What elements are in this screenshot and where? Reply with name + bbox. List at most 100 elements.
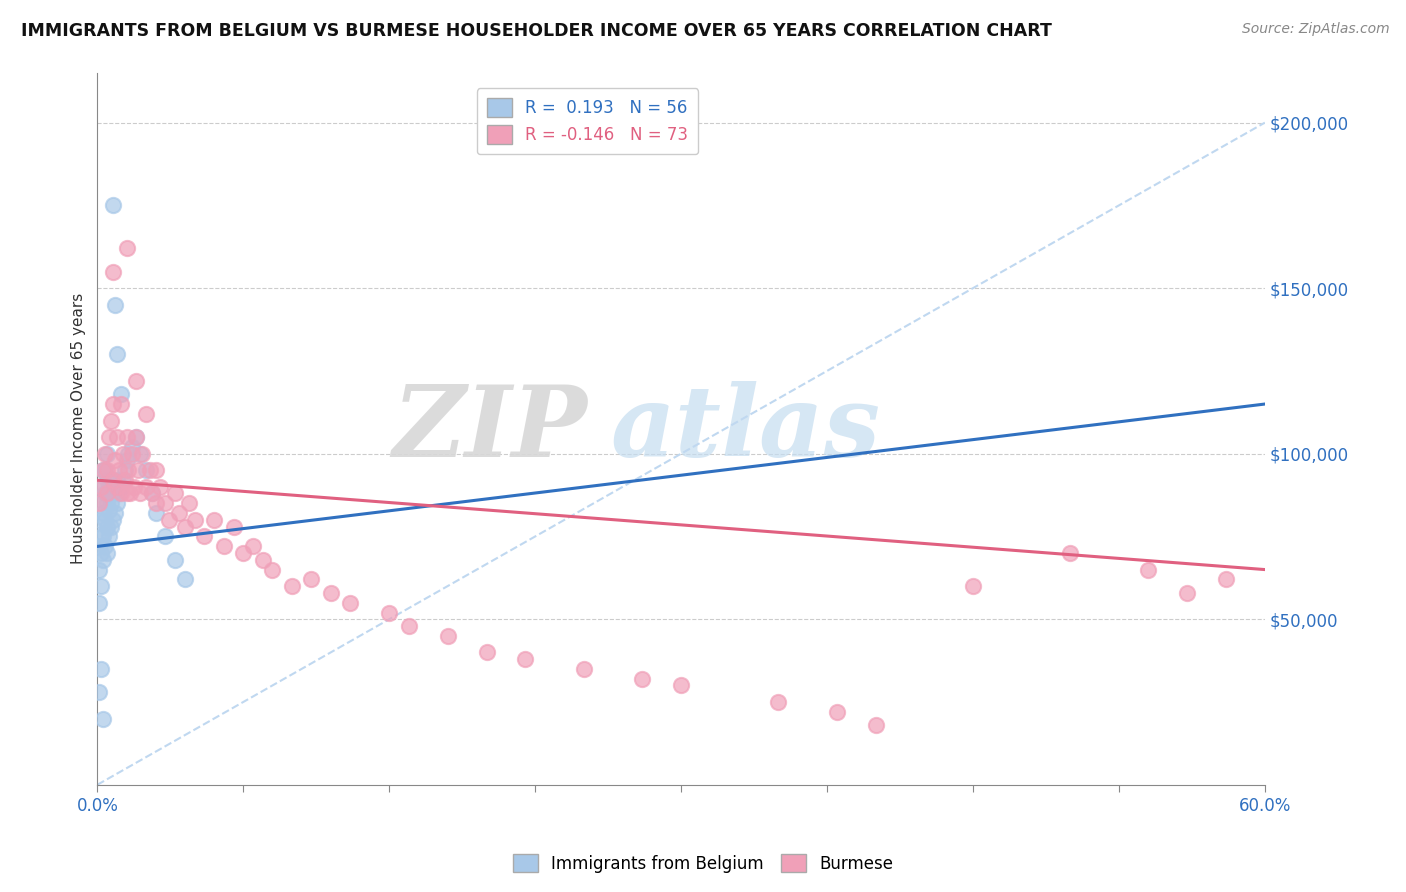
- Point: [378, 606, 401, 620]
- Point: [100, 414, 122, 428]
- Point: [94, 513, 117, 527]
- Point: [91, 506, 114, 520]
- Point: [90, 579, 112, 593]
- Point: [90, 480, 112, 494]
- Point: [104, 298, 127, 312]
- Point: [101, 486, 124, 500]
- Point: [110, 397, 132, 411]
- Point: [193, 529, 215, 543]
- Y-axis label: Householder Income Over 65 years: Householder Income Over 65 years: [72, 293, 86, 565]
- Point: [174, 519, 197, 533]
- Point: [155, 529, 177, 543]
- Point: [339, 596, 361, 610]
- Point: [107, 463, 129, 477]
- Legend: R =  0.193   N = 56, R = -0.146   N = 73: R = 0.193 N = 56, R = -0.146 N = 73: [477, 88, 699, 154]
- Point: [155, 496, 177, 510]
- Point: [127, 463, 149, 477]
- Point: [96, 496, 118, 510]
- Point: [768, 695, 790, 709]
- Point: [91, 529, 114, 543]
- Point: [515, 652, 537, 666]
- Point: [1137, 563, 1160, 577]
- Point: [436, 629, 458, 643]
- Point: [135, 463, 157, 477]
- Point: [90, 662, 112, 676]
- Point: [157, 513, 180, 527]
- Point: [100, 473, 122, 487]
- Point: [101, 198, 124, 212]
- Point: [91, 463, 114, 477]
- Legend: Immigrants from Belgium, Burmese: Immigrants from Belgium, Burmese: [506, 847, 900, 880]
- Text: IMMIGRANTS FROM BELGIUM VS BURMESE HOUSEHOLDER INCOME OVER 65 YEARS CORRELATION : IMMIGRANTS FROM BELGIUM VS BURMESE HOUSE…: [21, 22, 1052, 40]
- Point: [252, 552, 274, 566]
- Point: [90, 546, 112, 560]
- Point: [202, 513, 225, 527]
- Point: [114, 463, 136, 477]
- Point: [101, 473, 124, 487]
- Point: [90, 496, 112, 510]
- Point: [98, 529, 121, 543]
- Point: [110, 387, 132, 401]
- Point: [104, 453, 127, 467]
- Point: [167, 506, 190, 520]
- Point: [89, 685, 111, 699]
- Point: [115, 453, 138, 467]
- Point: [1059, 546, 1081, 560]
- Point: [125, 430, 148, 444]
- Point: [91, 712, 114, 726]
- Point: [398, 619, 420, 633]
- Point: [114, 473, 136, 487]
- Point: [89, 596, 111, 610]
- Point: [115, 242, 138, 256]
- Point: [232, 546, 254, 560]
- Point: [1175, 586, 1198, 600]
- Point: [105, 473, 128, 487]
- Point: [101, 265, 124, 279]
- Point: [149, 480, 172, 494]
- Point: [125, 374, 148, 388]
- Point: [825, 705, 848, 719]
- Point: [111, 447, 134, 461]
- Point: [281, 579, 304, 593]
- Point: [98, 503, 121, 517]
- Point: [319, 586, 342, 600]
- Point: [94, 447, 117, 461]
- Point: [89, 540, 111, 554]
- Point: [96, 546, 118, 560]
- Point: [669, 678, 692, 692]
- Point: [89, 563, 111, 577]
- Point: [96, 463, 118, 477]
- Text: atlas: atlas: [612, 381, 882, 477]
- Point: [96, 486, 118, 500]
- Point: [107, 486, 129, 500]
- Point: [98, 430, 121, 444]
- Point: [104, 506, 127, 520]
- Point: [101, 513, 124, 527]
- Point: [572, 662, 595, 676]
- Point: [262, 563, 284, 577]
- Point: [212, 540, 235, 554]
- Point: [131, 447, 153, 461]
- Point: [1215, 573, 1237, 587]
- Point: [115, 430, 138, 444]
- Point: [177, 496, 200, 510]
- Point: [141, 486, 163, 500]
- Point: [104, 480, 127, 494]
- Point: [91, 480, 114, 494]
- Point: [117, 447, 139, 461]
- Point: [100, 519, 122, 533]
- Point: [115, 486, 138, 500]
- Point: [135, 407, 157, 421]
- Point: [91, 552, 114, 566]
- Point: [242, 540, 264, 554]
- Point: [105, 496, 128, 510]
- Point: [962, 579, 984, 593]
- Point: [124, 480, 146, 494]
- Point: [145, 506, 167, 520]
- Point: [96, 519, 118, 533]
- Point: [96, 447, 118, 461]
- Point: [110, 486, 132, 500]
- Point: [121, 440, 143, 454]
- Point: [120, 486, 142, 500]
- Point: [91, 463, 114, 477]
